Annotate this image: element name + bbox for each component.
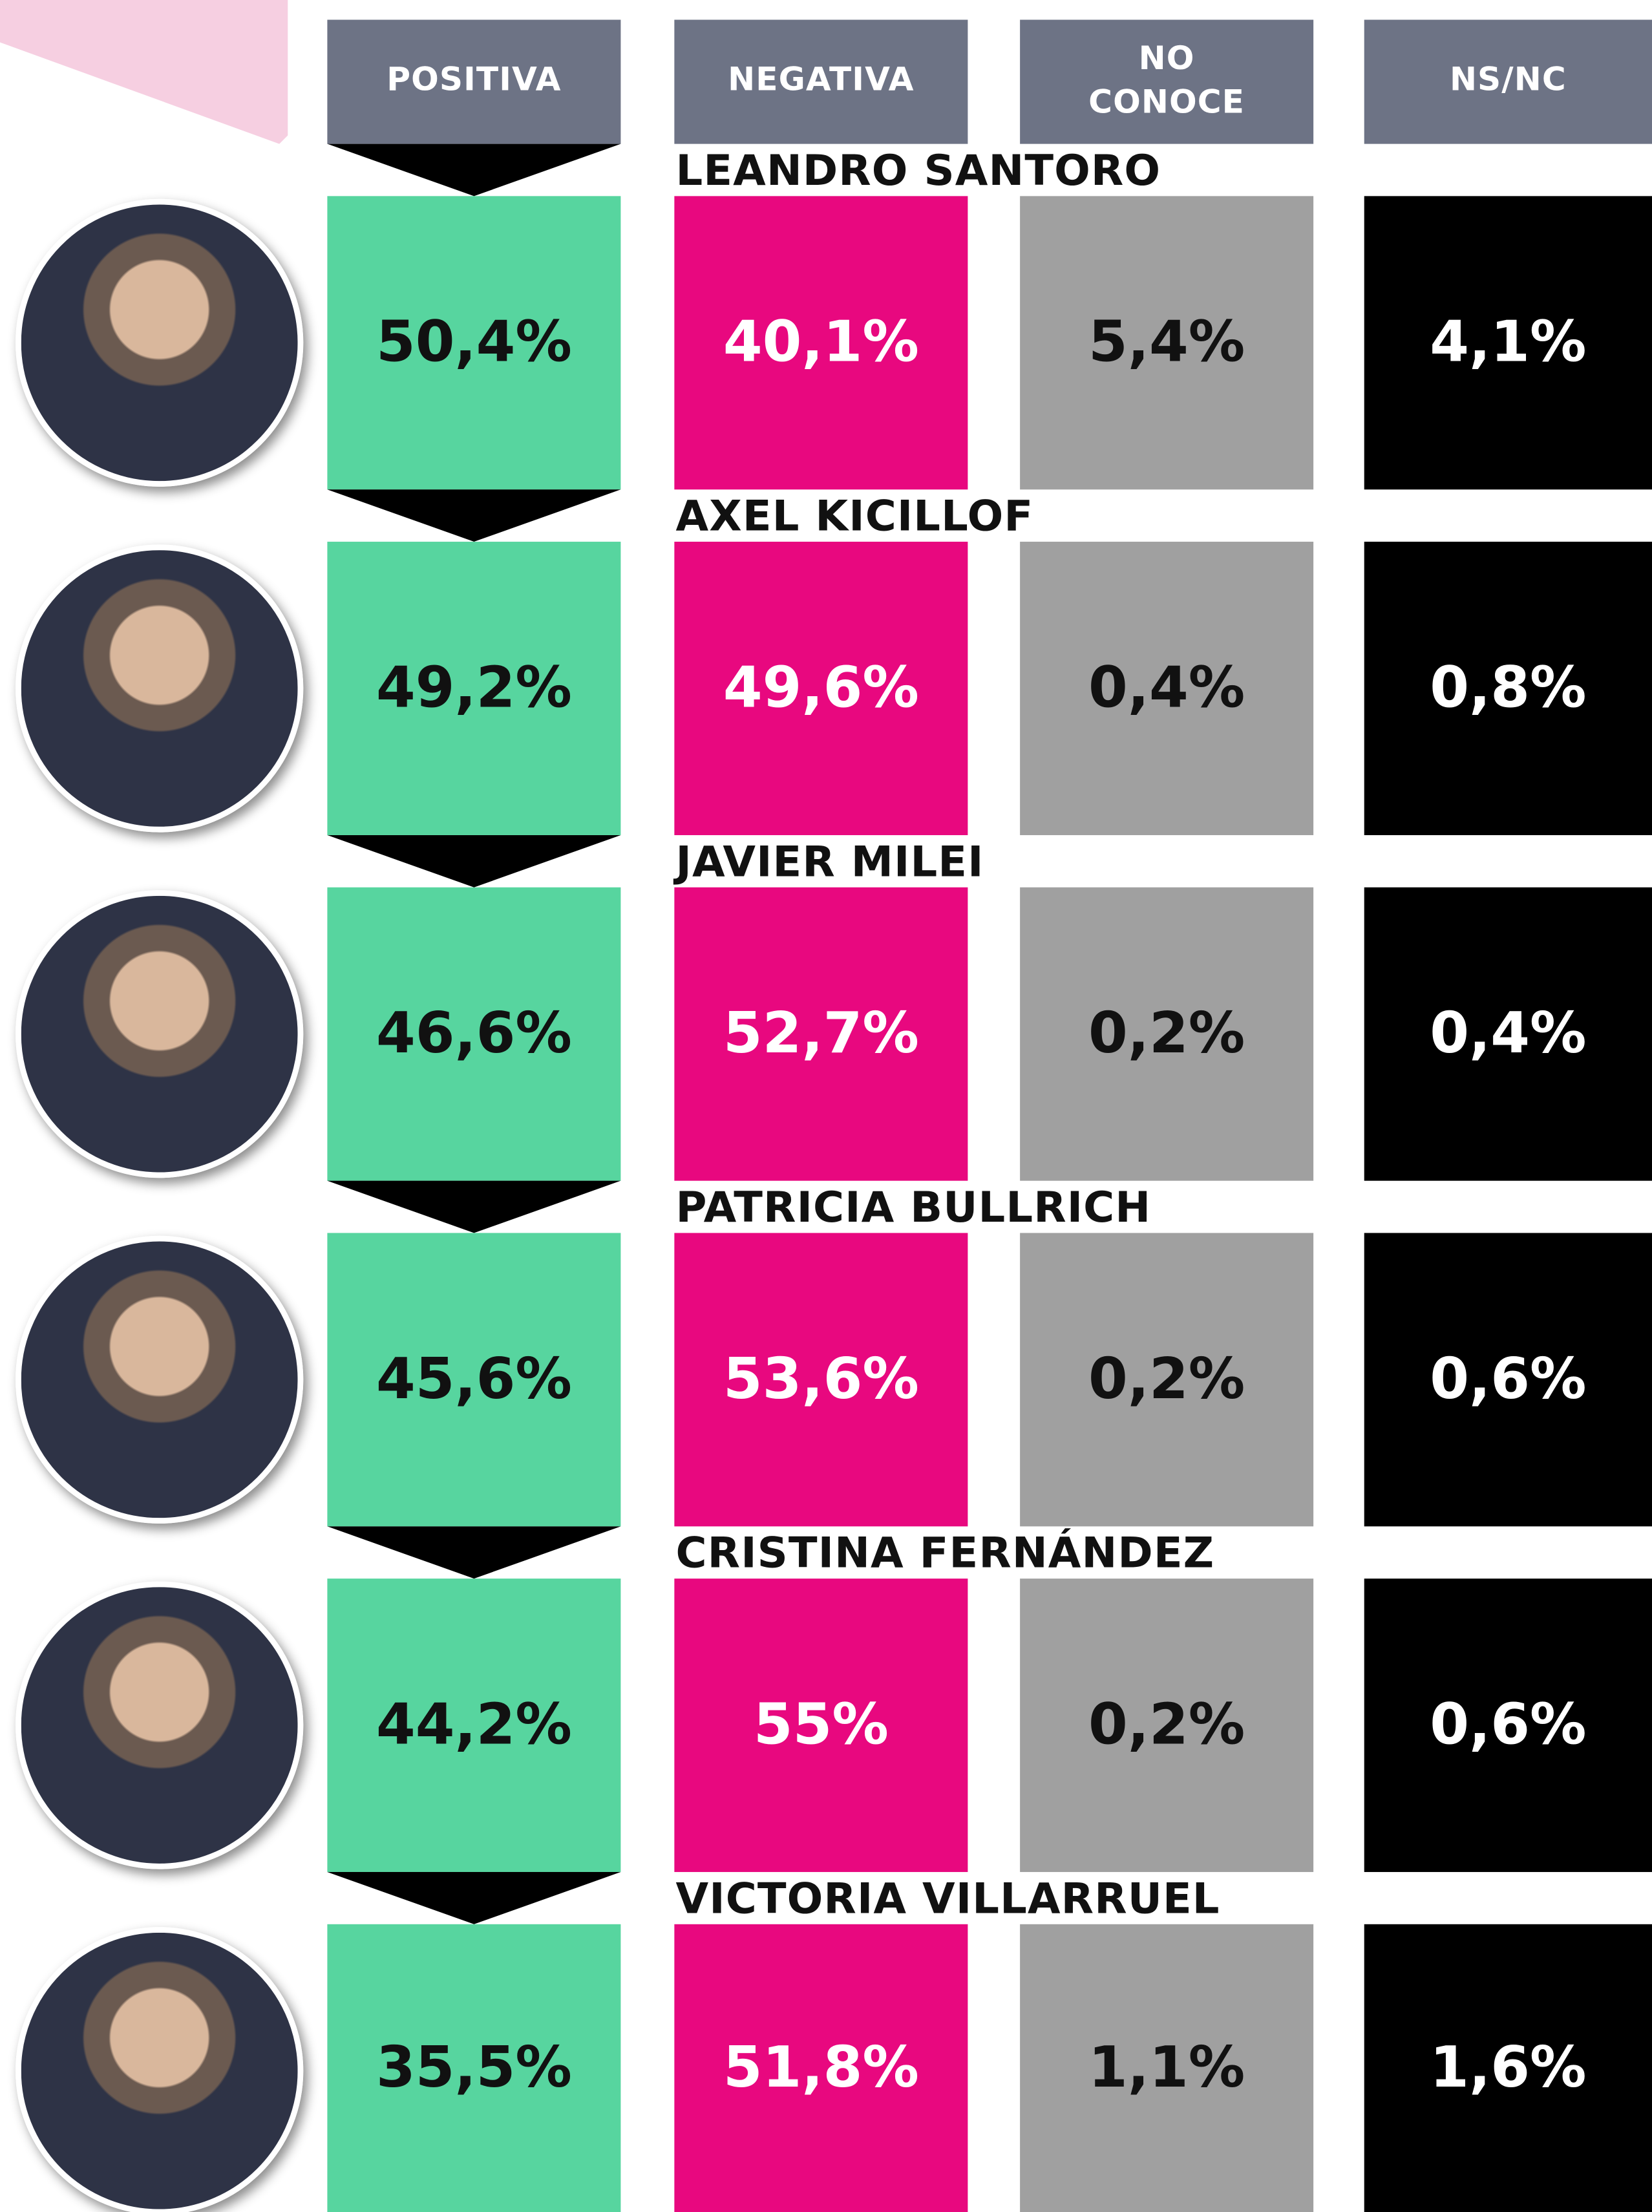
arrow [327,1872,620,1924]
infographic: POSITIVANEGATIVANOCONOCENS/NCLEANDRO SAN… [0,0,1652,2212]
decorations [0,0,1652,2212]
arrow [327,144,620,197]
corner-shape [0,0,288,144]
arrow [327,1181,620,1233]
arrow [327,489,620,542]
arrow [327,1526,620,1579]
arrow [327,835,620,888]
page: POSITIVANEGATIVANOCONOCENS/NCLEANDRO SAN… [0,0,1652,2212]
